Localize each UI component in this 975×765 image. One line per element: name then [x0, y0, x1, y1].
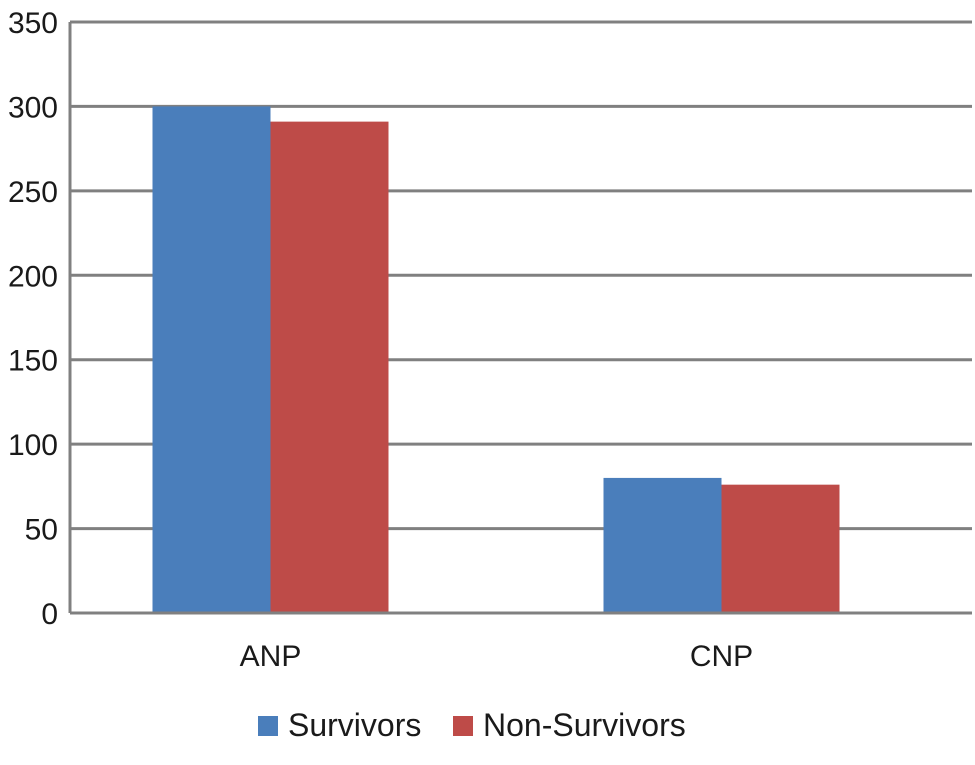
- y-tick-label: 200: [8, 260, 58, 293]
- bar-cnp-non-survivors: [721, 484, 840, 613]
- x-category-label: CNP: [690, 640, 753, 673]
- legend-swatch: [258, 716, 278, 736]
- y-tick-label: 0: [41, 598, 58, 631]
- legend-label: Non-Survivors: [483, 707, 686, 743]
- y-tick-label: 250: [8, 176, 58, 209]
- legend-label: Survivors: [288, 707, 421, 743]
- legend-swatch: [453, 716, 473, 736]
- y-axis-tick-labels: 0 50 100 150 200 250 300 350: [8, 7, 58, 631]
- y-tick-label: 150: [8, 345, 58, 378]
- legend: Survivors Non-Survivors: [258, 707, 686, 743]
- bar-anp-survivors: [152, 106, 271, 613]
- bar-cnp-survivors: [603, 477, 722, 613]
- y-tick-label: 350: [8, 7, 58, 40]
- x-axis-category-labels: ANP CNP: [240, 640, 754, 673]
- y-tick-label: 300: [8, 91, 58, 124]
- axes: [68, 22, 972, 615]
- y-tick-label: 100: [8, 429, 58, 462]
- x-category-label: ANP: [240, 640, 302, 673]
- y-tick-label: 50: [25, 514, 58, 547]
- bar-anp-non-survivors: [270, 121, 389, 613]
- bars: [152, 106, 840, 613]
